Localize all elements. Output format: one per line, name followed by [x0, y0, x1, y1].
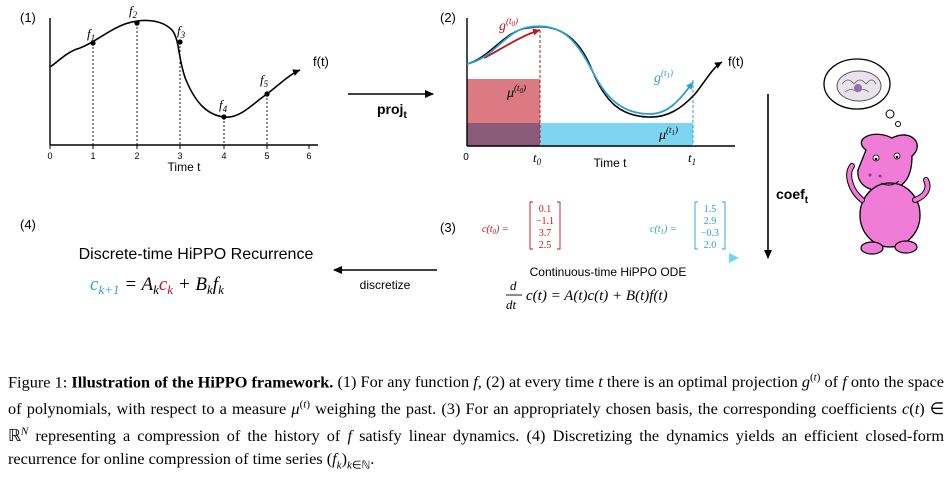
tick-label: 4	[221, 151, 226, 161]
tick-label: 0	[463, 152, 469, 163]
panel-3-label: (3)	[440, 220, 456, 235]
sample-point	[264, 91, 270, 97]
tick-label: 3	[177, 151, 182, 161]
figure-caption: Figure 1: Illustration of the HiPPO fram…	[8, 367, 944, 477]
sample-label-f1: f1	[87, 26, 95, 43]
c-t0-value: 3.7	[539, 228, 552, 239]
t1-label: t1	[688, 150, 696, 167]
tick-label: 0	[47, 151, 52, 161]
c-t0-label: c(t0) =	[482, 224, 509, 236]
hippo-illustration	[823, 58, 931, 255]
c-t1-bracket	[694, 201, 726, 250]
x-axis-label: Time t	[594, 156, 628, 170]
c-t0-value: 0.1	[539, 204, 552, 215]
caption-label: Figure 1:	[8, 372, 68, 392]
panel-1-label: (1)	[20, 10, 36, 25]
c-t0-bracket	[529, 201, 561, 250]
function-label: f(t)	[313, 54, 329, 69]
panel-2: (2) g(t0) g(t1) μ(t0) μ(t1) 0 t0 t1 Time…	[440, 10, 744, 170]
proj-label: projt	[377, 101, 407, 121]
c-t1-label: c(t1) =	[650, 224, 677, 236]
svg-text:c(t) = A(t)c(t) + B(t)f(t): c(t) = A(t)c(t) + B(t)f(t)	[526, 288, 668, 304]
panel-4-label: (4)	[20, 217, 36, 232]
sample-label-f5: f5	[260, 72, 269, 89]
projection-g-t0	[483, 28, 541, 59]
function-label: f(t)	[728, 54, 744, 69]
panel-1: (1) 0 1 2 3 4 5 6 Time t	[20, 3, 329, 174]
x-axis-label: Time t	[168, 160, 202, 174]
caption-title: Illustration of the HiPPO framework.	[71, 372, 334, 392]
sample-point	[90, 40, 96, 46]
t0-label: t0	[533, 150, 542, 167]
ode-equation: d dt c(t) = A(t)c(t) + B(t)f(t)	[506, 278, 668, 312]
sample-label-f2: f2	[129, 3, 138, 20]
tick-label: 5	[264, 151, 269, 161]
c-t0-value: −1.1	[536, 216, 554, 227]
svg-text:dt: dt	[506, 297, 517, 312]
recurrence-title: Discrete-time HiPPO Recurrence	[79, 246, 314, 263]
ode-title: Continuous-time HiPPO ODE	[530, 265, 687, 279]
discretize-arrow: discretize	[333, 266, 437, 292]
sample-point	[134, 20, 140, 26]
projection-g-t1	[466, 25, 694, 115]
sample-point	[221, 114, 227, 120]
sample-point	[177, 39, 183, 45]
panel-2-label: (2)	[440, 10, 456, 25]
sample-label-f4: f4	[219, 97, 228, 114]
sample-label-f3: f3	[177, 23, 186, 40]
g-t1-label: g(t1)	[654, 68, 673, 86]
c-t1-value: −0.3	[701, 228, 719, 239]
tick-label: 2	[134, 151, 139, 161]
c-t1-value: 2.0	[704, 240, 717, 251]
recurrence-equation: ck+1 = Akck + Bkfk	[90, 274, 224, 297]
hippo-body	[859, 182, 921, 248]
proj-arrow: projt	[348, 90, 434, 121]
panel-3: (3) c(t0) = 0.1 −1.1 3.7 2.5 c(t1) = 1.5…	[440, 201, 739, 312]
caption-body: (1) For any function f, (2) at every tim…	[8, 372, 945, 472]
measure-overlap	[467, 123, 540, 146]
c-t1-value: 1.5	[704, 204, 717, 215]
figure-panels: (1) 0 1 2 3 4 5 6 Time t	[20, 3, 931, 312]
function-curve	[49, 19, 301, 118]
c-t1-value: 2.9	[704, 216, 717, 227]
svg-text:d: d	[510, 278, 517, 293]
discretize-label: discretize	[360, 278, 411, 292]
tick-label: 6	[306, 151, 311, 161]
c-t0-value: 2.5	[539, 240, 552, 251]
coef-arrow: coeft	[764, 94, 809, 259]
tick-label: 1	[90, 151, 95, 161]
coef-label: coeft	[776, 186, 809, 206]
panel-4: (4) Discrete-time HiPPO Recurrence ck+1 …	[20, 217, 313, 297]
